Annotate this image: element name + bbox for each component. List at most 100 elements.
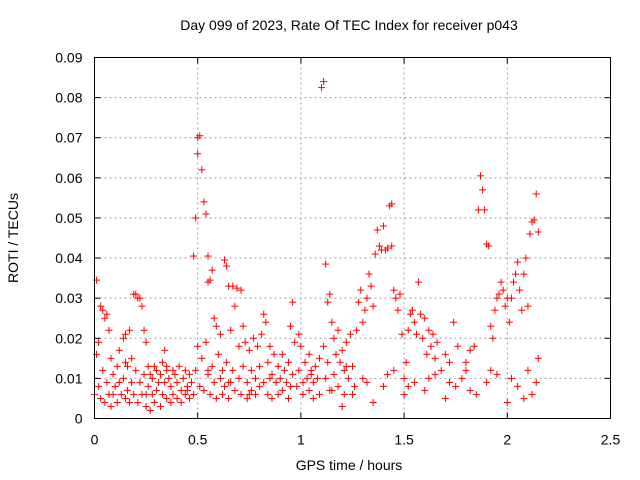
- data-point: [280, 366, 288, 374]
- y-tick-label: 0.04: [55, 250, 82, 266]
- data-point: [313, 374, 321, 382]
- y-tick-label: 0.07: [55, 130, 82, 146]
- data-point: [355, 298, 363, 306]
- data-point: [365, 270, 373, 278]
- data-point: [163, 394, 171, 402]
- data-point: [363, 378, 371, 386]
- data-point: [113, 398, 121, 406]
- data-point: [421, 386, 429, 394]
- data-point: [121, 330, 129, 338]
- data-point: [154, 378, 162, 386]
- data-point: [431, 354, 439, 362]
- data-point: [256, 362, 264, 370]
- data-point: [163, 362, 171, 370]
- axis-ticks: [94, 57, 611, 419]
- data-point: [507, 374, 515, 382]
- data-point: [270, 350, 278, 358]
- data-point: [198, 166, 206, 174]
- data-point: [241, 338, 249, 346]
- data-point: [446, 358, 454, 366]
- data-point: [425, 326, 433, 334]
- data-point: [501, 302, 509, 310]
- data-point: [99, 306, 107, 314]
- data-point: [243, 378, 251, 386]
- data-point: [433, 338, 441, 346]
- data-point: [534, 354, 542, 362]
- data-point: [188, 378, 196, 386]
- data-point: [530, 216, 538, 224]
- data-point: [126, 398, 134, 406]
- y-tick-label: 0.08: [55, 90, 82, 106]
- data-point: [107, 354, 115, 362]
- data-point: [421, 314, 429, 322]
- x-axis-label: GPS time / hours: [296, 457, 403, 473]
- data-point: [109, 390, 117, 398]
- data-point: [109, 370, 117, 378]
- data-point: [124, 386, 132, 394]
- data-point: [198, 354, 206, 362]
- data-point: [274, 390, 282, 398]
- data-point: [206, 390, 214, 398]
- data-point: [359, 318, 367, 326]
- data-point: [95, 382, 103, 390]
- data-point: [518, 306, 526, 314]
- data-point: [121, 358, 129, 366]
- data-point: [161, 346, 169, 354]
- data-point: [320, 342, 328, 350]
- data-point: [268, 394, 276, 402]
- data-point: [349, 390, 356, 398]
- data-point: [202, 210, 210, 218]
- data-point: [181, 390, 189, 398]
- data-point: [194, 150, 202, 158]
- data-point: [157, 402, 165, 410]
- data-point: [408, 306, 416, 314]
- x-tick-label: 2: [503, 432, 511, 448]
- y-axis-label: ROTI / TECUs: [5, 193, 21, 283]
- data-point: [520, 394, 528, 402]
- data-point: [402, 358, 410, 366]
- data-point: [214, 350, 222, 358]
- data-point: [462, 358, 470, 366]
- data-point: [278, 386, 286, 394]
- y-tick-label: 0.06: [55, 170, 82, 186]
- data-point: [231, 386, 239, 394]
- data-point: [446, 378, 454, 386]
- data-point: [503, 398, 511, 406]
- data-point: [334, 382, 342, 390]
- data-point: [196, 382, 204, 390]
- data-point: [95, 338, 103, 346]
- data-point: [130, 390, 138, 398]
- data-point: [190, 390, 198, 398]
- data-point: [332, 350, 340, 358]
- data-point: [479, 186, 487, 194]
- data-point: [423, 350, 431, 358]
- data-point: [534, 228, 542, 236]
- data-point: [268, 370, 276, 378]
- data-point: [208, 362, 216, 370]
- data-point: [256, 382, 264, 390]
- data-point: [307, 370, 315, 378]
- data-point: [218, 366, 226, 374]
- data-point: [299, 390, 307, 398]
- data-point: [299, 378, 307, 386]
- data-point: [175, 362, 183, 370]
- data-point: [431, 370, 439, 378]
- y-tick-label: 0: [75, 411, 83, 427]
- data-point: [200, 386, 208, 394]
- data-point: [505, 318, 513, 326]
- data-point: [247, 366, 255, 374]
- data-point: [379, 222, 387, 230]
- data-point: [512, 270, 520, 278]
- data-point: [514, 382, 522, 390]
- data-point: [526, 230, 534, 238]
- data-point: [225, 378, 233, 386]
- data-point: [388, 200, 396, 208]
- data-point: [266, 342, 274, 350]
- data-point: [119, 374, 127, 382]
- x-tick-label: 0.5: [188, 432, 208, 448]
- data-point: [406, 310, 414, 318]
- data-point: [264, 358, 272, 366]
- data-point: [326, 290, 334, 298]
- data-point: [128, 378, 136, 386]
- data-point: [183, 386, 191, 394]
